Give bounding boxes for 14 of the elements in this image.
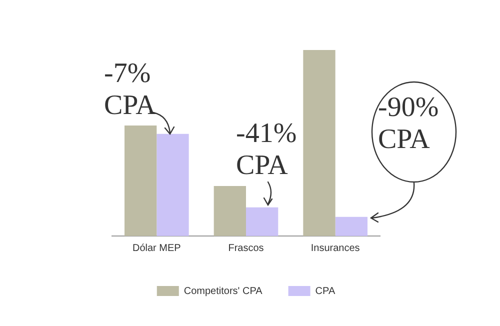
bar bbox=[214, 186, 246, 236]
bar bbox=[246, 207, 278, 236]
legend-label: Competitors' CPA bbox=[184, 286, 263, 297]
annotation: -90% CPA bbox=[378, 92, 440, 156]
bar bbox=[335, 216, 368, 236]
bar bbox=[156, 134, 189, 236]
bar bbox=[303, 50, 336, 236]
bar bbox=[124, 126, 157, 236]
x-tick-label: Dólar MEP bbox=[132, 242, 182, 254]
x-tick-label: Frascos bbox=[228, 242, 264, 254]
x-tick-label: Insurances bbox=[310, 242, 360, 254]
annotation: -7% CPA bbox=[104, 58, 157, 122]
annotation: -41% CPA bbox=[236, 118, 298, 182]
legend-label: CPA bbox=[315, 286, 336, 297]
